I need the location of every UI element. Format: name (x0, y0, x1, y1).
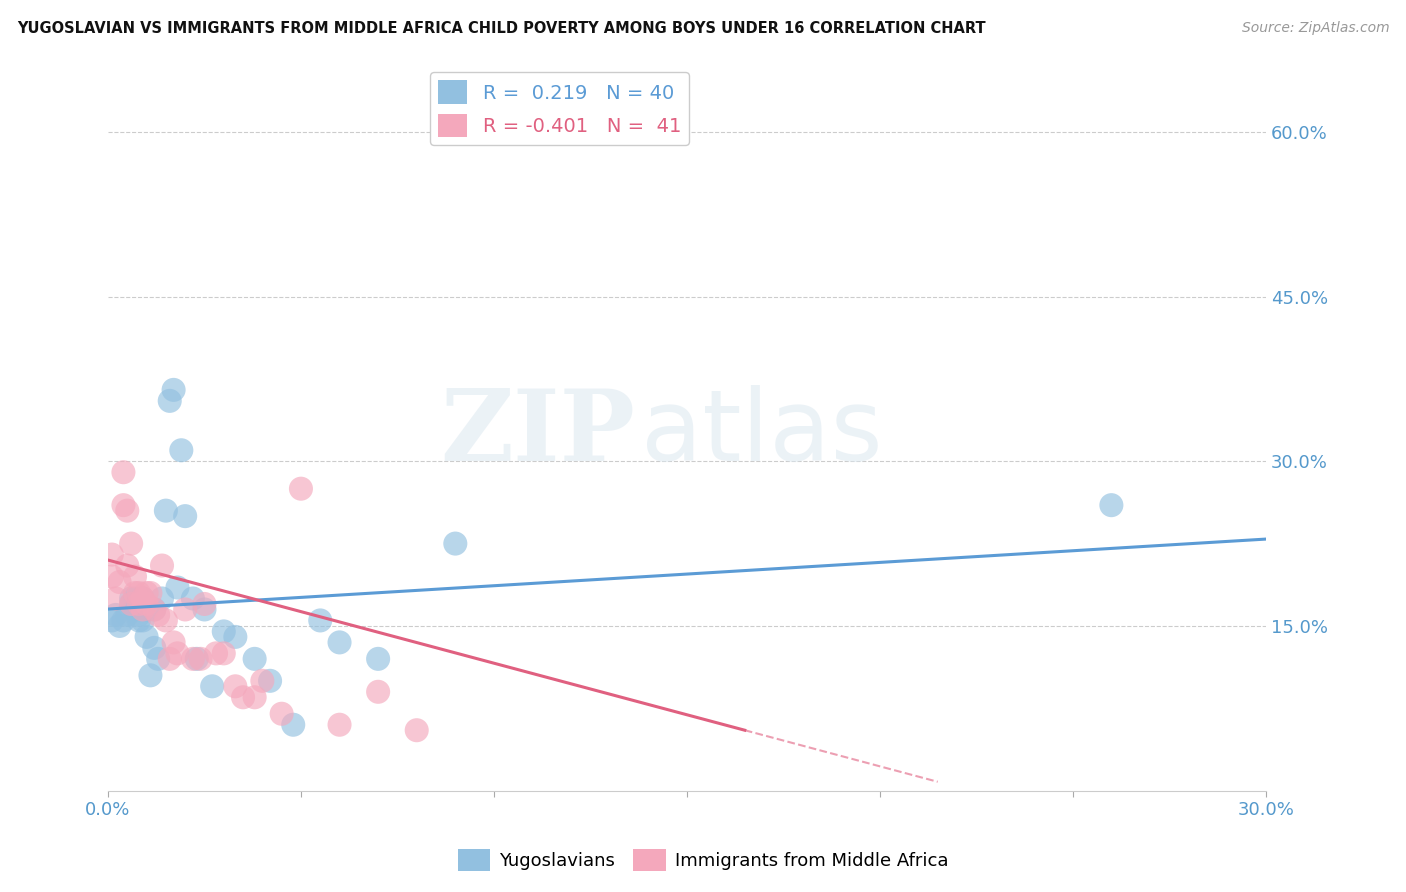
Point (243, 652, 266, 666)
Point (174, 509, 197, 524)
Point (120, 591, 142, 606)
Point (124, 586, 146, 600)
Point (155, 614, 177, 628)
Point (150, 591, 173, 606)
Point (181, 591, 204, 606)
Text: ZIP: ZIP (440, 385, 634, 483)
Point (283, 717, 305, 731)
Point (162, 383, 184, 397)
Point (193, 597, 215, 611)
Point (155, 503, 177, 517)
Point (135, 602, 157, 616)
Point (120, 536, 142, 550)
Point (139, 586, 162, 600)
Point (190, 652, 212, 666)
Point (128, 597, 150, 611)
Point (128, 607, 150, 622)
Point (120, 597, 142, 611)
Point (132, 591, 155, 606)
Point (132, 614, 155, 628)
Point (124, 569, 146, 583)
Point (104, 607, 127, 622)
Point (170, 443, 193, 458)
Point (367, 652, 389, 666)
Point (117, 503, 139, 517)
Point (186, 652, 208, 666)
Point (146, 652, 169, 666)
Point (205, 646, 228, 660)
Point (143, 640, 166, 655)
Point (162, 635, 184, 649)
Point (193, 602, 215, 616)
Point (139, 668, 162, 682)
Point (232, 690, 254, 705)
Point (124, 602, 146, 616)
Point (143, 602, 166, 616)
Point (112, 498, 135, 512)
Legend: Yugoslavians, Immigrants from Middle Africa: Yugoslavians, Immigrants from Middle Afr… (450, 842, 956, 879)
Point (181, 652, 204, 666)
Point (166, 581, 188, 595)
Point (132, 591, 155, 606)
Point (101, 548, 124, 562)
Point (444, 536, 467, 550)
Point (135, 597, 157, 611)
Point (108, 619, 131, 633)
Point (120, 597, 142, 611)
Point (135, 630, 157, 644)
Point (259, 673, 281, 688)
Point (224, 679, 246, 693)
Point (108, 574, 131, 589)
Point (174, 602, 197, 616)
Point (117, 607, 139, 622)
Point (135, 586, 157, 600)
Point (159, 393, 181, 408)
Point (224, 630, 246, 644)
Point (309, 614, 332, 628)
Point (290, 482, 312, 496)
Point (146, 607, 169, 622)
Point (328, 635, 350, 649)
Legend: R =  0.219   N = 40, R = -0.401   N =  41: R = 0.219 N = 40, R = -0.401 N = 41 (430, 72, 689, 145)
Point (367, 685, 389, 699)
Point (132, 602, 155, 616)
Point (104, 591, 127, 606)
Point (405, 723, 427, 738)
Point (112, 465, 135, 479)
Point (117, 558, 139, 573)
Point (252, 673, 274, 688)
Point (124, 591, 146, 606)
Point (201, 679, 224, 693)
Point (128, 614, 150, 628)
Point (112, 614, 135, 628)
Point (270, 706, 292, 721)
Point (243, 690, 266, 705)
Point (328, 717, 350, 731)
Text: YUGOSLAVIAN VS IMMIGRANTS FROM MIDDLE AFRICA CHILD POVERTY AMONG BOYS UNDER 16 C: YUGOSLAVIAN VS IMMIGRANTS FROM MIDDLE AF… (17, 21, 986, 36)
Text: atlas: atlas (641, 385, 882, 483)
Point (159, 652, 181, 666)
Point (1099, 498, 1122, 512)
Point (101, 569, 124, 583)
Point (150, 558, 173, 573)
Point (212, 624, 235, 639)
Point (143, 602, 166, 616)
Point (101, 614, 124, 628)
Text: Source: ZipAtlas.com: Source: ZipAtlas.com (1241, 21, 1389, 35)
Point (128, 586, 150, 600)
Point (166, 646, 188, 660)
Point (212, 646, 235, 660)
